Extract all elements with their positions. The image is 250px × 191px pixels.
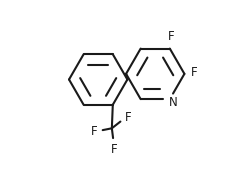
Text: F: F xyxy=(110,143,116,156)
Text: N: N xyxy=(168,96,177,109)
Text: F: F xyxy=(124,111,131,125)
Text: F: F xyxy=(91,125,97,138)
Text: F: F xyxy=(190,66,196,79)
Text: F: F xyxy=(167,30,174,43)
